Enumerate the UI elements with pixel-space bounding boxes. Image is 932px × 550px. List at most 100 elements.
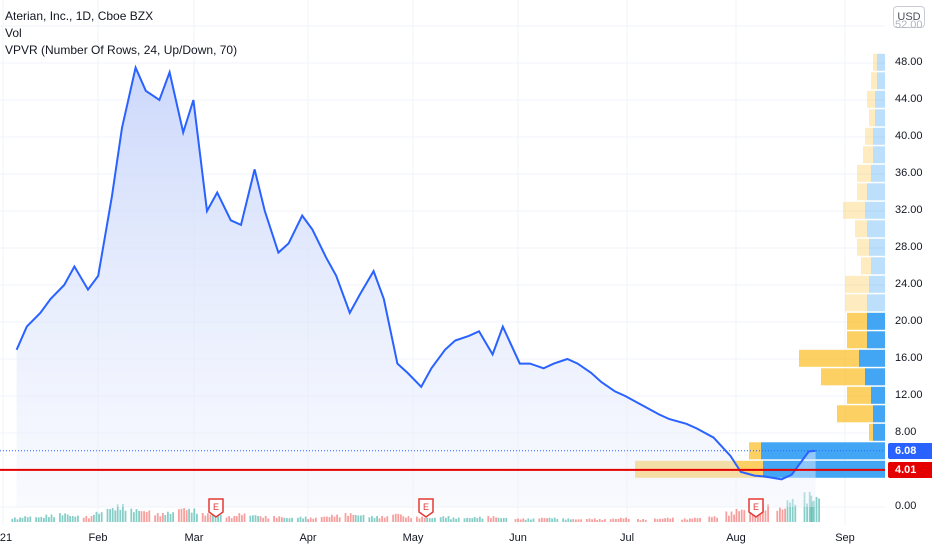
- volume-bar: [450, 519, 452, 522]
- volume-bar: [593, 518, 596, 522]
- volume-bar: [88, 518, 90, 522]
- time-axis-tick: 21: [0, 532, 13, 544]
- volume-bar: [708, 516, 711, 522]
- volume-bar: [689, 518, 691, 522]
- volume-bar: [116, 504, 119, 522]
- vpvr-up-bar: [865, 368, 885, 386]
- volume-bar: [541, 517, 543, 522]
- volume-bar: [368, 517, 371, 522]
- volume-bar: [617, 518, 620, 522]
- volume-bar: [548, 517, 551, 522]
- volume-bar: [725, 511, 728, 522]
- volume-bar: [69, 516, 71, 522]
- legend-volume[interactable]: Vol: [5, 26, 22, 40]
- volume-bar: [815, 496, 818, 522]
- volume-bar: [154, 515, 156, 522]
- volume-bar: [664, 518, 666, 522]
- time-axis-tick: May: [402, 532, 424, 544]
- volume-bar: [686, 519, 689, 522]
- earnings-icon[interactable]: E: [748, 498, 764, 518]
- vpvr-down-bar: [799, 349, 859, 367]
- earnings-icon[interactable]: E: [418, 498, 434, 518]
- price-axis-tick: 16.00: [895, 352, 923, 364]
- volume-bar: [333, 516, 336, 522]
- volume-bar: [476, 517, 479, 522]
- vpvr-down-bar: [861, 257, 871, 275]
- volume-bar: [779, 507, 781, 522]
- volume-bar: [140, 511, 143, 522]
- volume-bar: [299, 516, 302, 522]
- volume-bar: [642, 519, 644, 522]
- earnings-icon[interactable]: E: [208, 498, 224, 518]
- volume-bar: [743, 510, 746, 522]
- volume-bar: [360, 515, 362, 522]
- volume-bar: [130, 508, 133, 522]
- volume-bar: [392, 514, 394, 522]
- volume-bar: [818, 498, 820, 522]
- volume-bar: [180, 508, 183, 522]
- volume-bar: [193, 508, 196, 522]
- volume-bar: [497, 517, 500, 522]
- vpvr-down-bar: [847, 331, 867, 349]
- volume-bar: [762, 504, 764, 522]
- volume-bar: [514, 519, 517, 522]
- volume-bar: [225, 517, 228, 522]
- svg-text:E: E: [753, 502, 759, 512]
- volume-bar: [781, 509, 784, 522]
- volume-bar: [24, 516, 26, 522]
- volume-bar: [402, 516, 405, 522]
- volume-bar: [64, 513, 66, 522]
- vpvr-up-bar: [869, 275, 885, 293]
- price-axis-tick: 28.00: [895, 241, 923, 253]
- vpvr-up-bar: [859, 349, 885, 367]
- volume-bar: [813, 500, 815, 522]
- vpvr-up-bar: [867, 183, 885, 201]
- volume-bar: [421, 516, 423, 522]
- volume-bar: [85, 516, 88, 522]
- volume-bar: [577, 519, 580, 522]
- volume-bar: [612, 518, 615, 522]
- volume-bar: [776, 510, 779, 522]
- volume-bar: [106, 509, 109, 522]
- volume-bar: [315, 517, 317, 522]
- volume-bar: [16, 519, 19, 522]
- legend-vpvr[interactable]: VPVR (Number Of Rows, 24, Up/Down, 70): [5, 43, 238, 57]
- vpvr-down-bar: [843, 201, 865, 219]
- volume-bar: [784, 508, 786, 522]
- volume-bar: [45, 514, 48, 522]
- volume-bar: [109, 509, 111, 522]
- volume-bar: [207, 513, 209, 522]
- volume-bar: [212, 515, 214, 522]
- volume-bar: [77, 515, 79, 522]
- volume-bar: [164, 515, 167, 522]
- volume-bar: [546, 518, 548, 522]
- volume-bar: [468, 518, 471, 522]
- volume-bar: [754, 512, 757, 522]
- volume-bar: [669, 518, 672, 522]
- volume-bar: [264, 516, 267, 522]
- volume-bar: [95, 511, 98, 522]
- volume-bar: [249, 515, 252, 522]
- legend-symbol[interactable]: Aterian, Inc., 1D, Cboe BZX: [5, 9, 154, 23]
- vpvr-down-bar: [873, 53, 877, 71]
- volume-bar: [562, 518, 564, 522]
- volume-bar: [111, 508, 114, 522]
- volume-bar: [14, 517, 16, 522]
- volume-bar: [455, 518, 457, 522]
- currency-button[interactable]: USD: [893, 6, 925, 28]
- volume-bar: [527, 518, 530, 522]
- volume-bar: [281, 517, 283, 522]
- volume-bar: [551, 518, 553, 522]
- volume-bar: [767, 504, 769, 522]
- volume-bar: [323, 516, 326, 522]
- volume-bar: [759, 510, 762, 522]
- volume-bar: [711, 517, 713, 522]
- volume-bar: [297, 517, 299, 522]
- volume-bar: [283, 517, 286, 522]
- volume-bar: [426, 517, 428, 522]
- volume-bar: [622, 518, 625, 522]
- volume-bar: [681, 519, 683, 522]
- vpvr-up-bar: [867, 331, 885, 349]
- volume-bar: [570, 519, 572, 522]
